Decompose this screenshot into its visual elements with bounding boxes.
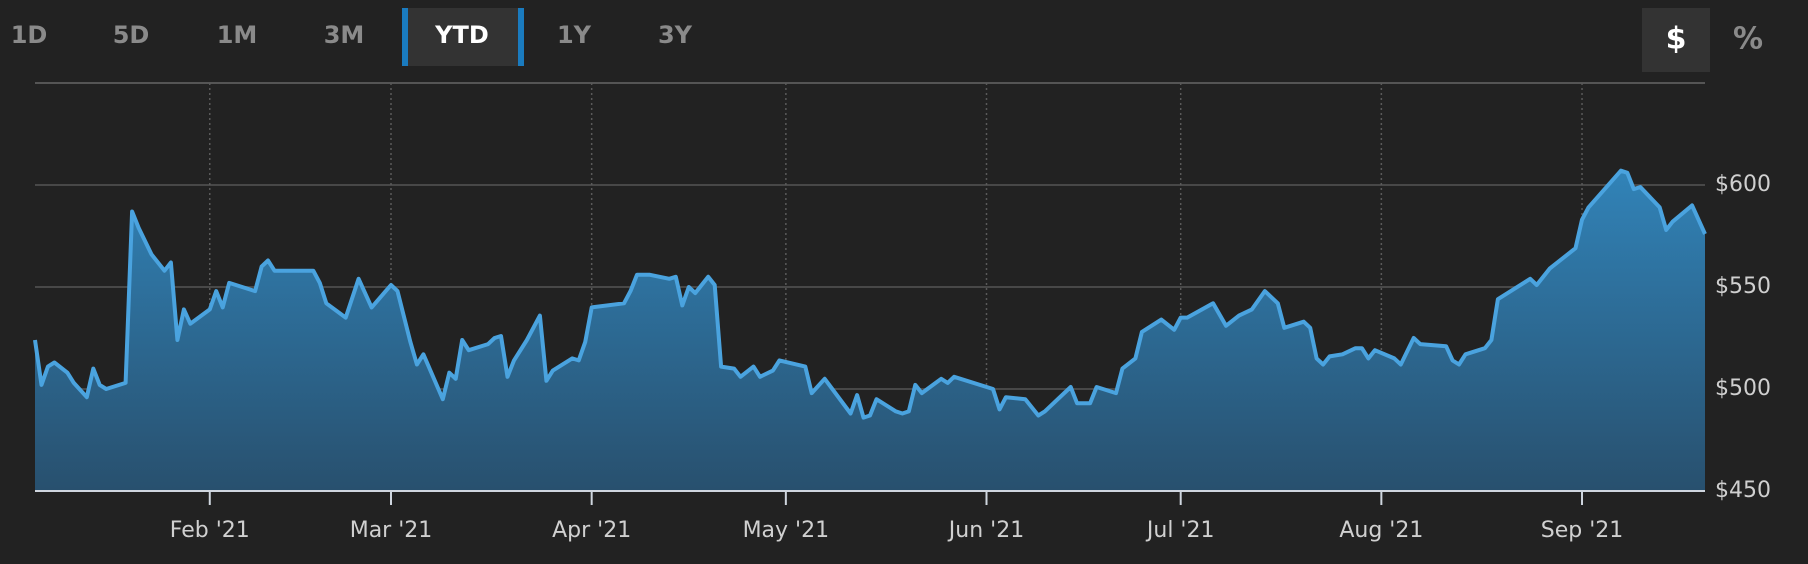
price-line (33, 168, 1707, 420)
area-fill (35, 170, 1705, 491)
range-button[interactable]: 3Y (658, 21, 693, 49)
selected-marker (402, 8, 408, 66)
selected-button-bg (408, 8, 520, 66)
selected-unit-bg (1642, 8, 1710, 72)
range-button[interactable]: 1Y (557, 21, 592, 49)
range-button[interactable]: YTD (434, 21, 489, 49)
x-tick-label: Sep '21 (1541, 518, 1624, 543)
y-tick-label: $550 (1715, 274, 1771, 299)
x-tick-label: Feb '21 (170, 518, 250, 543)
x-tick-label: May '21 (743, 518, 830, 543)
range-buttons (402, 8, 1710, 72)
x-tick-label: Aug '21 (1339, 518, 1423, 543)
y-tick-label: $600 (1715, 172, 1771, 197)
range-button[interactable]: 5D (113, 21, 150, 49)
x-tick-label: Jul '21 (1145, 518, 1215, 543)
range-button[interactable]: 1M (217, 21, 258, 49)
x-tick-label: Apr '21 (552, 518, 631, 543)
x-tick-label: Jun '21 (947, 518, 1024, 543)
selected-marker (518, 8, 524, 66)
range-button[interactable]: 1D (11, 21, 48, 49)
x-tick-label: Mar '21 (350, 518, 433, 543)
y-tick-label: $450 (1715, 478, 1771, 503)
y-tick-label: $500 (1715, 376, 1771, 401)
range-button[interactable]: 3M (324, 21, 365, 49)
unit-button[interactable]: % (1733, 22, 1763, 57)
unit-button[interactable]: $ (1666, 22, 1687, 57)
